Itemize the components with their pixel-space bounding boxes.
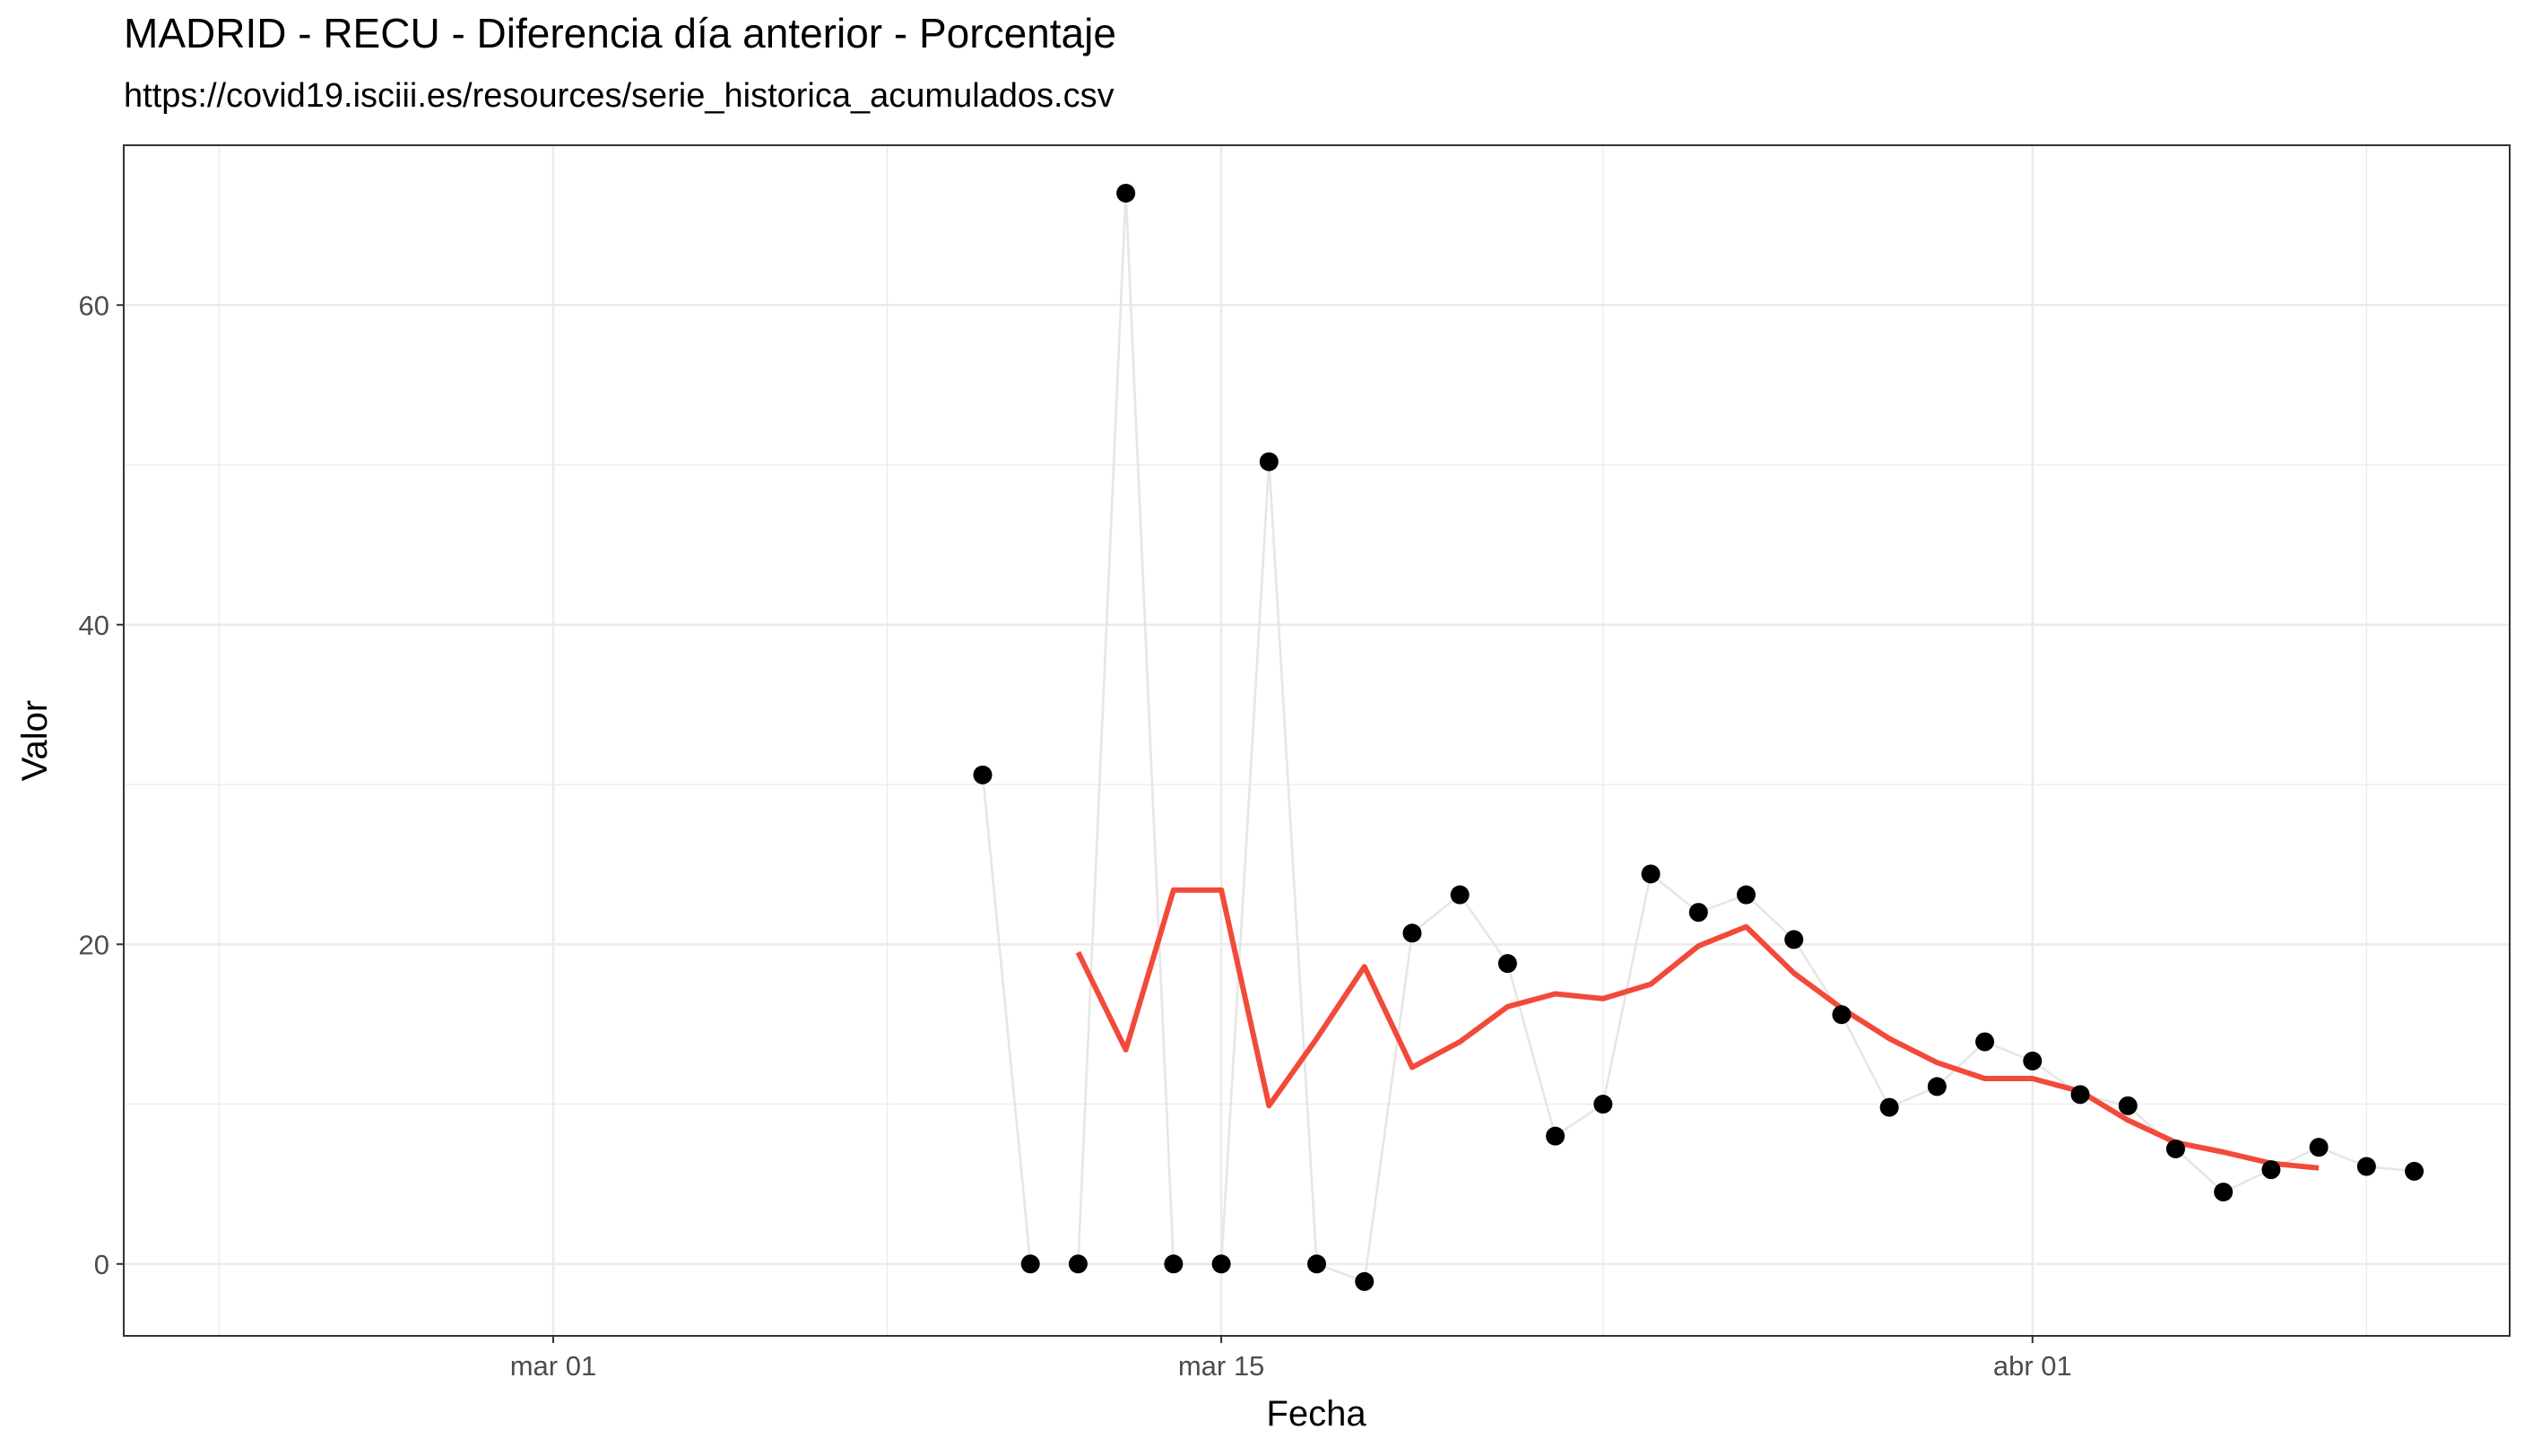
- data-point: [1259, 452, 1279, 472]
- data-point: [1068, 1254, 1088, 1274]
- y-tick-label: 60: [79, 290, 109, 321]
- x-tick-label: mar 01: [510, 1350, 596, 1382]
- x-tick-label: mar 15: [1178, 1350, 1264, 1382]
- data-point: [2405, 1161, 2425, 1181]
- data-point: [2356, 1157, 2376, 1176]
- axes: 0 20 40 60 mar 01 mar 15 abr 01: [79, 290, 2072, 1382]
- data-point: [1450, 885, 1470, 905]
- data-point: [1975, 1032, 1995, 1052]
- data-point: [1211, 1254, 1231, 1274]
- raw-series-line: [981, 193, 2415, 1284]
- data-point: [1832, 1005, 1852, 1025]
- raw-series-layer: [981, 193, 2415, 1284]
- x-axis-title: Fecha: [1266, 1394, 1366, 1434]
- data-point: [1593, 1095, 1613, 1114]
- y-tick-label: 40: [79, 610, 109, 641]
- chart-title: MADRID - RECU - Diferencia día anterior …: [124, 10, 1116, 56]
- data-point: [1641, 864, 1661, 884]
- data-point: [1497, 954, 1517, 974]
- data-point: [1402, 923, 1422, 943]
- smoothed-series-line: [1075, 887, 2320, 1171]
- data-point: [2309, 1138, 2329, 1157]
- data-point: [1736, 885, 1756, 905]
- points-layer: [973, 183, 2425, 1291]
- data-point: [2165, 1139, 2185, 1158]
- data-point: [1116, 183, 1136, 203]
- x-tick-label: abr 01: [1993, 1350, 2072, 1382]
- panel-border: [123, 144, 2511, 1337]
- grid-lines: [124, 145, 2510, 1336]
- y-axis-title: Valor: [15, 700, 55, 781]
- data-point: [1164, 1254, 1184, 1274]
- data-point: [1020, 1254, 1040, 1274]
- data-point: [2118, 1096, 2138, 1115]
- data-point: [1307, 1254, 1326, 1274]
- data-point: [1927, 1077, 1947, 1096]
- data-point: [973, 765, 993, 784]
- data-point: [2261, 1160, 2281, 1180]
- data-point: [2070, 1085, 2090, 1105]
- chart-subtitle: https://covid19.isciii.es/resources/seri…: [124, 77, 1115, 115]
- data-point: [1546, 1126, 1566, 1146]
- data-point: [2214, 1183, 2234, 1202]
- data-point: [2023, 1051, 2043, 1070]
- y-tick-label: 20: [79, 929, 109, 960]
- smoothed-series-layer: [1075, 887, 2320, 1171]
- data-point: [1688, 903, 1708, 923]
- data-point: [1879, 1097, 1899, 1117]
- y-tick-label: 0: [94, 1249, 109, 1280]
- data-point: [1355, 1271, 1375, 1291]
- data-point: [1784, 930, 1804, 949]
